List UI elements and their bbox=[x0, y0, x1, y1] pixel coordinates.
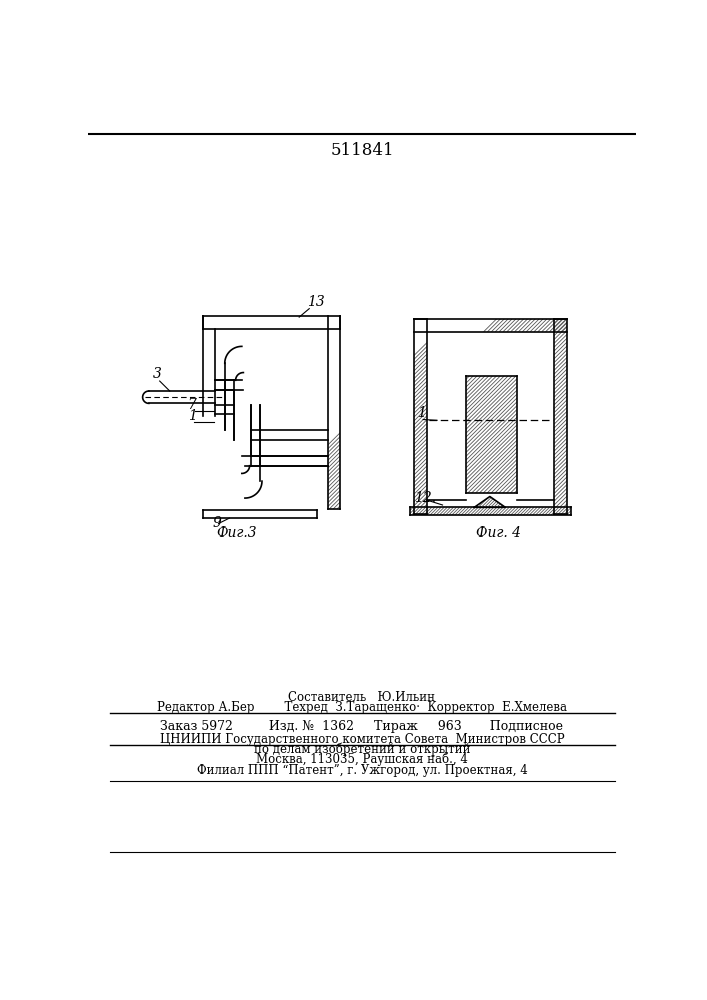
Text: 7: 7 bbox=[187, 398, 197, 412]
Polygon shape bbox=[474, 497, 506, 507]
Polygon shape bbox=[328, 316, 340, 509]
Text: Заказ 5972         Изд. №  1362     Тираж     963       Подписное: Заказ 5972 Изд. № 1362 Тираж 963 Подписн… bbox=[160, 720, 563, 733]
Polygon shape bbox=[414, 319, 427, 514]
Polygon shape bbox=[466, 376, 517, 493]
Polygon shape bbox=[203, 316, 340, 329]
Polygon shape bbox=[414, 319, 567, 332]
Polygon shape bbox=[410, 507, 571, 515]
Polygon shape bbox=[328, 316, 340, 509]
Text: 3: 3 bbox=[153, 367, 162, 381]
Polygon shape bbox=[554, 319, 567, 514]
Text: Москва, 113035, Раушская наб., 4: Москва, 113035, Раушская наб., 4 bbox=[256, 752, 468, 766]
Polygon shape bbox=[203, 510, 317, 518]
Polygon shape bbox=[410, 507, 571, 515]
Polygon shape bbox=[216, 405, 234, 414]
Text: Редактор А.Бер        Техред  З.Таращенко·  Корректор  Е.Хмелева: Редактор А.Бер Техред З.Таращенко· Корре… bbox=[157, 701, 567, 714]
Polygon shape bbox=[554, 319, 567, 514]
Text: 1: 1 bbox=[417, 406, 426, 420]
Polygon shape bbox=[216, 380, 234, 389]
Text: Фиг. 4: Фиг. 4 bbox=[476, 526, 521, 540]
Text: ЦНИИПИ Государственного комитета Совета  Министров СССР: ЦНИИПИ Государственного комитета Совета … bbox=[160, 733, 564, 746]
Text: по делам изобретений и открытий: по делам изобретений и открытий bbox=[254, 742, 470, 756]
Text: 9: 9 bbox=[212, 516, 221, 530]
Polygon shape bbox=[225, 380, 234, 430]
Text: 511841: 511841 bbox=[330, 142, 394, 159]
Text: Филиал ППП “Патент”, г. Ужгород, ул. Проектная, 4: Филиал ППП “Патент”, г. Ужгород, ул. Про… bbox=[197, 764, 527, 777]
Text: Фиг.3: Фиг.3 bbox=[216, 526, 257, 540]
Polygon shape bbox=[414, 319, 427, 514]
Text: 12.: 12. bbox=[414, 491, 436, 505]
Polygon shape bbox=[251, 456, 328, 466]
Text: 1: 1 bbox=[187, 409, 197, 423]
Text: 13: 13 bbox=[307, 295, 325, 309]
Polygon shape bbox=[474, 497, 506, 507]
Polygon shape bbox=[203, 316, 216, 416]
Text: Составитель   Ю.Ильин: Составитель Ю.Ильин bbox=[288, 691, 436, 704]
Polygon shape bbox=[414, 319, 567, 332]
Polygon shape bbox=[466, 376, 517, 493]
Polygon shape bbox=[251, 430, 328, 440]
Polygon shape bbox=[251, 405, 260, 466]
